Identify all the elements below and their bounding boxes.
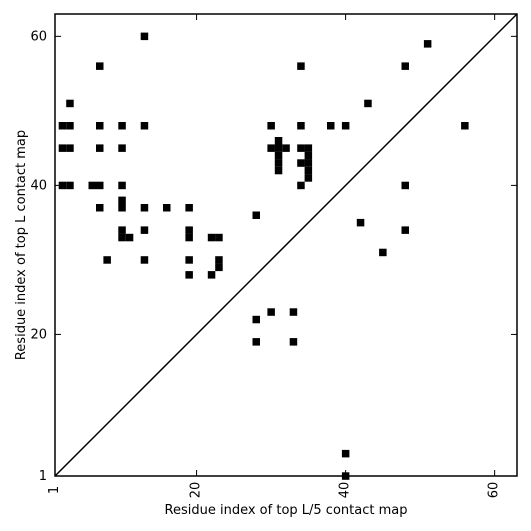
contact-marker — [88, 181, 96, 190]
contact-marker — [267, 122, 275, 130]
contact-marker — [58, 122, 67, 130]
contact-marker — [118, 204, 126, 212]
contact-marker — [207, 271, 216, 279]
contact-marker — [297, 159, 305, 167]
contact-marker — [215, 256, 223, 264]
contact-marker — [66, 122, 74, 130]
contact-marker — [401, 226, 409, 234]
contact-marker — [66, 144, 74, 152]
contact-marker — [140, 226, 149, 234]
contact-marker — [267, 308, 275, 316]
y-axis-label: Residue index of top L contact map — [14, 130, 29, 360]
contact-marker — [96, 122, 104, 130]
contact-marker — [274, 137, 283, 145]
contact-marker — [289, 338, 298, 346]
contact-marker — [327, 122, 335, 130]
contact-marker — [379, 248, 387, 257]
x-axis-label: Residue index of top L/5 contact map — [165, 503, 408, 518]
contact-marker — [274, 151, 283, 160]
contact-marker — [96, 144, 104, 152]
contact-marker — [252, 338, 260, 346]
contact-marker — [118, 144, 126, 152]
x-tick-label: 60 — [486, 482, 501, 499]
contact-marker — [282, 144, 290, 152]
contact-marker — [140, 256, 149, 264]
contact-marker — [118, 196, 126, 205]
contact-marker — [274, 144, 283, 152]
contact-marker — [118, 233, 126, 242]
y-tick-label: 40 — [30, 178, 47, 193]
contact-markers — [58, 32, 469, 480]
contact-marker — [215, 263, 223, 272]
contact-marker — [58, 144, 67, 152]
contact-marker — [96, 181, 104, 190]
contact-marker — [364, 99, 372, 108]
contact-marker — [96, 62, 104, 70]
contact-marker — [140, 204, 149, 212]
contact-marker — [125, 233, 134, 242]
contact-marker — [304, 151, 313, 160]
contact-marker — [66, 99, 74, 108]
contact-marker — [304, 144, 313, 152]
contact-marker — [118, 181, 126, 190]
contact-marker — [274, 159, 283, 167]
contact-marker — [461, 122, 469, 130]
contact-marker — [252, 315, 260, 324]
y-tick-label: 20 — [30, 327, 47, 342]
contact-marker — [401, 181, 409, 190]
contact-marker — [423, 40, 432, 48]
contact-marker — [140, 32, 149, 41]
contact-marker — [297, 122, 305, 130]
contact-marker — [252, 211, 260, 219]
contact-marker — [207, 233, 216, 242]
contact-marker — [401, 62, 409, 70]
contact-marker — [118, 122, 126, 130]
x-tick-label: 1 — [47, 486, 62, 494]
contact-marker — [103, 256, 111, 264]
y-tick-label: 1 — [39, 469, 47, 484]
axis-ticks: 1 20 40 60 1 20 40 60 — [30, 14, 517, 498]
plot-frame — [54, 13, 518, 477]
contact-marker — [118, 226, 126, 234]
contact-marker — [96, 204, 104, 212]
contact-marker — [289, 308, 298, 316]
diagonal-line — [54, 13, 518, 477]
contact-marker — [185, 204, 193, 212]
contact-marker — [267, 144, 275, 152]
contact-marker — [341, 122, 350, 130]
contact-marker — [215, 233, 223, 242]
x-tick-label: 40 — [337, 482, 352, 499]
contact-marker — [297, 144, 305, 152]
contact-marker — [163, 204, 171, 212]
contact-marker — [304, 166, 313, 175]
contact-marker — [185, 256, 193, 264]
x-tick-label: 20 — [188, 482, 203, 499]
contact-marker — [304, 159, 313, 167]
contact-marker — [185, 271, 193, 279]
contact-marker — [341, 449, 350, 458]
contact-marker — [304, 174, 313, 182]
contact-marker — [274, 166, 283, 175]
contact-marker — [185, 226, 193, 234]
contact-marker — [297, 62, 305, 70]
contact-marker — [58, 181, 67, 190]
y-tick-label: 60 — [30, 29, 47, 44]
contact-marker — [140, 122, 149, 130]
contact-marker — [66, 181, 74, 190]
contact-marker — [185, 233, 193, 242]
contact-marker — [356, 218, 365, 227]
contact-marker — [297, 181, 305, 190]
